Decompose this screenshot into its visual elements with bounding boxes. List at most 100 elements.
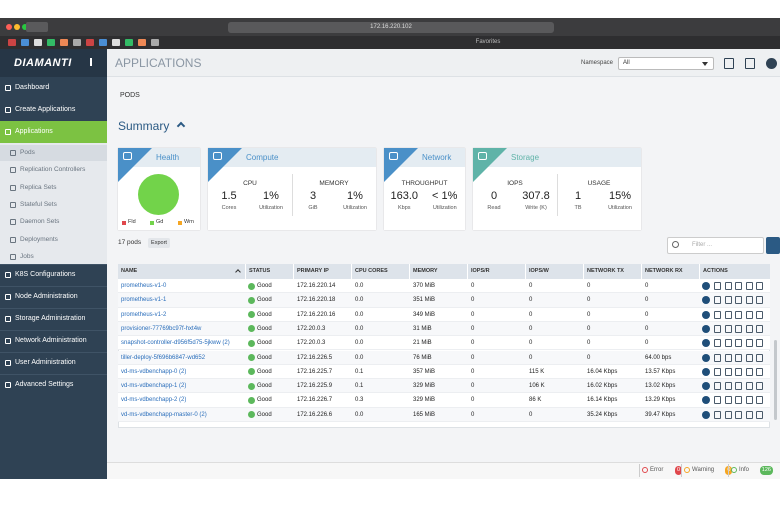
action-icon[interactable] bbox=[756, 339, 763, 348]
menu-item[interactable]: Replication Controllers bbox=[20, 166, 86, 174]
menu-item[interactable]: K8S Configurations bbox=[15, 271, 76, 278]
action-icon[interactable] bbox=[745, 339, 753, 348]
action-icon[interactable] bbox=[735, 396, 742, 405]
action-icon[interactable] bbox=[745, 310, 753, 319]
column-header[interactable]: PRIMARY IP bbox=[297, 268, 329, 274]
pod-name[interactable]: prometheus-v1-0 bbox=[121, 283, 167, 289]
status-label[interactable]: Info bbox=[739, 467, 750, 473]
pod-name[interactable]: snapshot-controller-d956f5d75-5jkww (2) bbox=[121, 340, 230, 347]
url-bar[interactable] bbox=[228, 22, 554, 33]
column-header[interactable]: CPU CORES bbox=[355, 268, 388, 274]
menu-item[interactable]: Stateful Sets bbox=[20, 200, 57, 208]
action-icon[interactable] bbox=[735, 367, 742, 376]
action-icon[interactable] bbox=[714, 410, 721, 419]
action-icon[interactable] bbox=[756, 310, 763, 319]
menu-item[interactable]: Dashboard bbox=[15, 84, 50, 91]
pod-name[interactable]: tiller-deploy-5f696b6847-wd652 bbox=[121, 354, 206, 361]
action-primary[interactable] bbox=[702, 282, 710, 290]
action-icon[interactable] bbox=[735, 410, 742, 419]
menu-item[interactable]: Pods bbox=[20, 149, 35, 156]
column-header[interactable]: NAME bbox=[121, 268, 138, 274]
column-header[interactable]: IOPS/R bbox=[471, 268, 490, 274]
menu-item[interactable]: Advanced Settings bbox=[15, 381, 74, 388]
namespace-select[interactable] bbox=[618, 57, 714, 70]
column-header[interactable]: ACTIONS bbox=[703, 268, 728, 274]
menu-item[interactable]: Daemon Sets bbox=[20, 218, 60, 226]
pod-name[interactable]: vd-ms-vdbenchapp-0 (2) bbox=[121, 368, 187, 375]
pod-name[interactable]: provisioner-77769bc97f-hxt4w bbox=[121, 325, 202, 332]
action-primary[interactable] bbox=[702, 324, 710, 333]
pod-name[interactable]: prometheus-v1-1 bbox=[121, 297, 167, 304]
action-icon[interactable] bbox=[724, 324, 732, 333]
action-icon[interactable] bbox=[724, 310, 732, 319]
action-icon[interactable] bbox=[714, 382, 721, 391]
action-icon[interactable] bbox=[745, 324, 753, 333]
column-header[interactable]: NETWORK TX bbox=[587, 268, 624, 274]
menu-item[interactable]: Applications bbox=[15, 128, 53, 135]
action-icon[interactable] bbox=[745, 396, 753, 405]
action-primary[interactable] bbox=[702, 310, 710, 319]
action-icon[interactable] bbox=[756, 282, 763, 290]
menu-item[interactable]: Deployments bbox=[20, 235, 58, 243]
action-icon[interactable] bbox=[735, 282, 742, 290]
action-icon[interactable] bbox=[724, 410, 732, 419]
action-primary[interactable] bbox=[702, 353, 710, 362]
action-icon[interactable] bbox=[756, 324, 763, 333]
action-icon[interactable] bbox=[724, 367, 732, 376]
action-icon[interactable] bbox=[756, 382, 763, 391]
action-icon[interactable] bbox=[745, 282, 753, 290]
action-icon[interactable] bbox=[735, 339, 742, 348]
action-icon[interactable] bbox=[735, 296, 742, 305]
action-icon[interactable] bbox=[756, 367, 763, 376]
action-icon[interactable] bbox=[756, 296, 763, 305]
action-primary[interactable] bbox=[702, 296, 710, 305]
action-icon[interactable] bbox=[714, 282, 721, 290]
menu-item[interactable]: Create Applications bbox=[15, 106, 76, 113]
column-header[interactable]: IOPS/W bbox=[529, 268, 549, 274]
action-icon[interactable] bbox=[756, 396, 763, 405]
action-icon[interactable] bbox=[724, 296, 732, 305]
action-primary[interactable] bbox=[702, 396, 710, 405]
action-icon[interactable] bbox=[714, 396, 721, 405]
action-icon[interactable] bbox=[745, 382, 753, 391]
action-icon[interactable] bbox=[735, 310, 742, 319]
action-icon[interactable] bbox=[714, 324, 721, 333]
action-icon[interactable] bbox=[724, 339, 732, 348]
filter-box[interactable] bbox=[667, 237, 764, 254]
action-icon[interactable] bbox=[756, 410, 763, 419]
action-icon[interactable] bbox=[735, 353, 742, 362]
action-primary[interactable] bbox=[702, 382, 710, 391]
action-icon[interactable] bbox=[745, 410, 753, 419]
export-button[interactable]: Export bbox=[148, 238, 170, 248]
header-icon[interactable] bbox=[745, 58, 755, 69]
action-primary[interactable] bbox=[702, 367, 710, 376]
pod-name[interactable]: prometheus-v1-2 bbox=[121, 311, 167, 318]
pod-name[interactable]: vd-ms-vdbenchapp-master-0 (2) bbox=[121, 411, 207, 418]
action-icon[interactable] bbox=[745, 353, 753, 362]
menu-item[interactable]: Node Administration bbox=[15, 293, 78, 300]
column-header[interactable]: MEMORY bbox=[413, 268, 438, 274]
action-icon[interactable] bbox=[724, 353, 732, 362]
action-icon[interactable] bbox=[724, 282, 732, 290]
menu-item[interactable]: Storage Administration bbox=[15, 315, 86, 322]
header-icon[interactable] bbox=[724, 58, 734, 69]
user-icon[interactable] bbox=[766, 58, 777, 69]
action-icon[interactable] bbox=[714, 367, 721, 376]
action-icon[interactable] bbox=[714, 353, 721, 362]
action-icon[interactable] bbox=[735, 382, 742, 391]
action-icon[interactable] bbox=[745, 367, 753, 376]
action-primary[interactable] bbox=[702, 410, 710, 419]
menu-item[interactable]: Replica Sets bbox=[20, 183, 57, 191]
menu-item[interactable]: User Administration bbox=[15, 359, 76, 366]
action-icon[interactable] bbox=[714, 296, 721, 305]
nav-buttons[interactable] bbox=[26, 22, 48, 32]
column-header[interactable]: NETWORK RX bbox=[645, 268, 683, 274]
menu-item[interactable]: Jobs bbox=[20, 252, 34, 260]
action-icon[interactable] bbox=[714, 339, 721, 348]
action-icon[interactable] bbox=[756, 353, 763, 362]
pod-name[interactable]: vd-ms-vdbenchapp-2 (2) bbox=[121, 397, 187, 404]
column-header[interactable]: STATUS bbox=[249, 268, 271, 274]
action-primary[interactable] bbox=[702, 339, 710, 348]
action-icon[interactable] bbox=[745, 296, 753, 305]
action-icon[interactable] bbox=[735, 324, 742, 333]
